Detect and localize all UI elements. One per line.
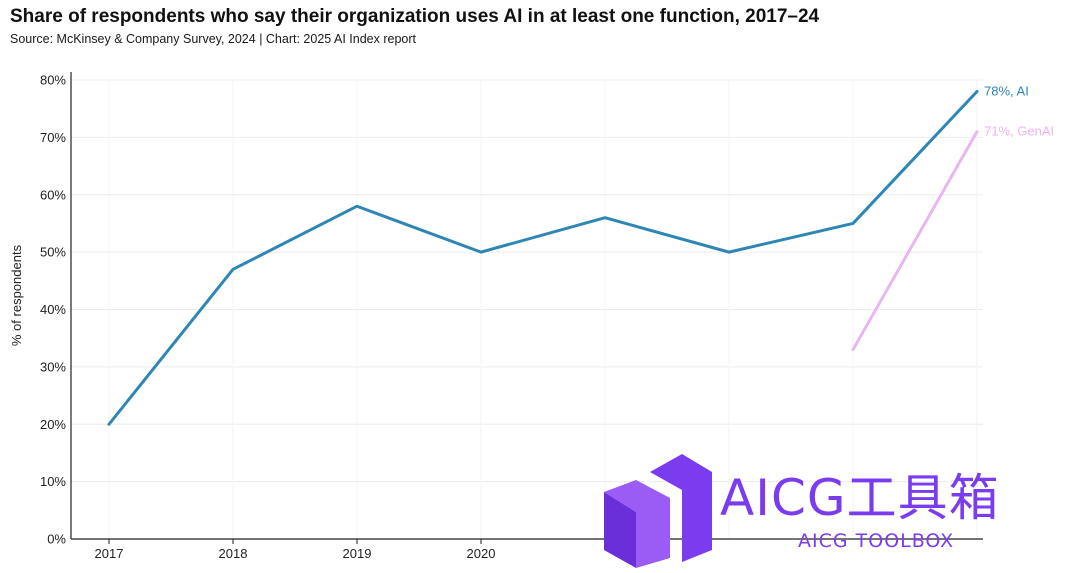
labels: 0% 10% 20% 30% 40% 50% 60% 70% 80% 2017 2018 2019 20…: [9, 73, 1054, 562]
y-tick-label: 80%: [40, 73, 66, 88]
y-tick-label: 30%: [40, 359, 66, 374]
x-tick-label: 2020: [467, 546, 496, 561]
x-tick-label: 2018: [219, 546, 248, 561]
y-tick-label: 60%: [40, 187, 66, 202]
y-tick-label: 10%: [40, 474, 66, 489]
x-tick-label: 2019: [343, 546, 372, 561]
watermark-subtext: AICG TOOLBOX: [798, 530, 955, 552]
y-tick-label: 50%: [40, 245, 66, 260]
series-line-ai: [107, 89, 979, 426]
end-label-genai: 71%, GenAI: [984, 124, 1054, 139]
y-axis-title: % of respondents: [9, 244, 24, 346]
aicg-logo-icon: [604, 454, 712, 568]
series-line-genai: [851, 130, 979, 352]
y-tick-label: 40%: [40, 302, 66, 317]
chart-title: Share of respondents who say their organ…: [10, 6, 820, 27]
grid: [71, 79, 983, 539]
chart-subtitle: Source: McKinsey & Company Survey, 2024 …: [10, 32, 416, 46]
watermark: AICG工具箱 AICG TOOLBOX: [600, 450, 1070, 568]
y-tick-label: 20%: [40, 417, 66, 432]
watermark-text: AICG工具箱: [720, 469, 1000, 527]
y-tick-label: 0%: [47, 532, 66, 547]
end-label-ai: 78%, AI: [984, 83, 1029, 98]
axes: [70, 72, 983, 544]
x-tick-label: 2017: [95, 546, 124, 561]
series: [107, 89, 979, 426]
y-tick-label: 70%: [40, 130, 66, 145]
